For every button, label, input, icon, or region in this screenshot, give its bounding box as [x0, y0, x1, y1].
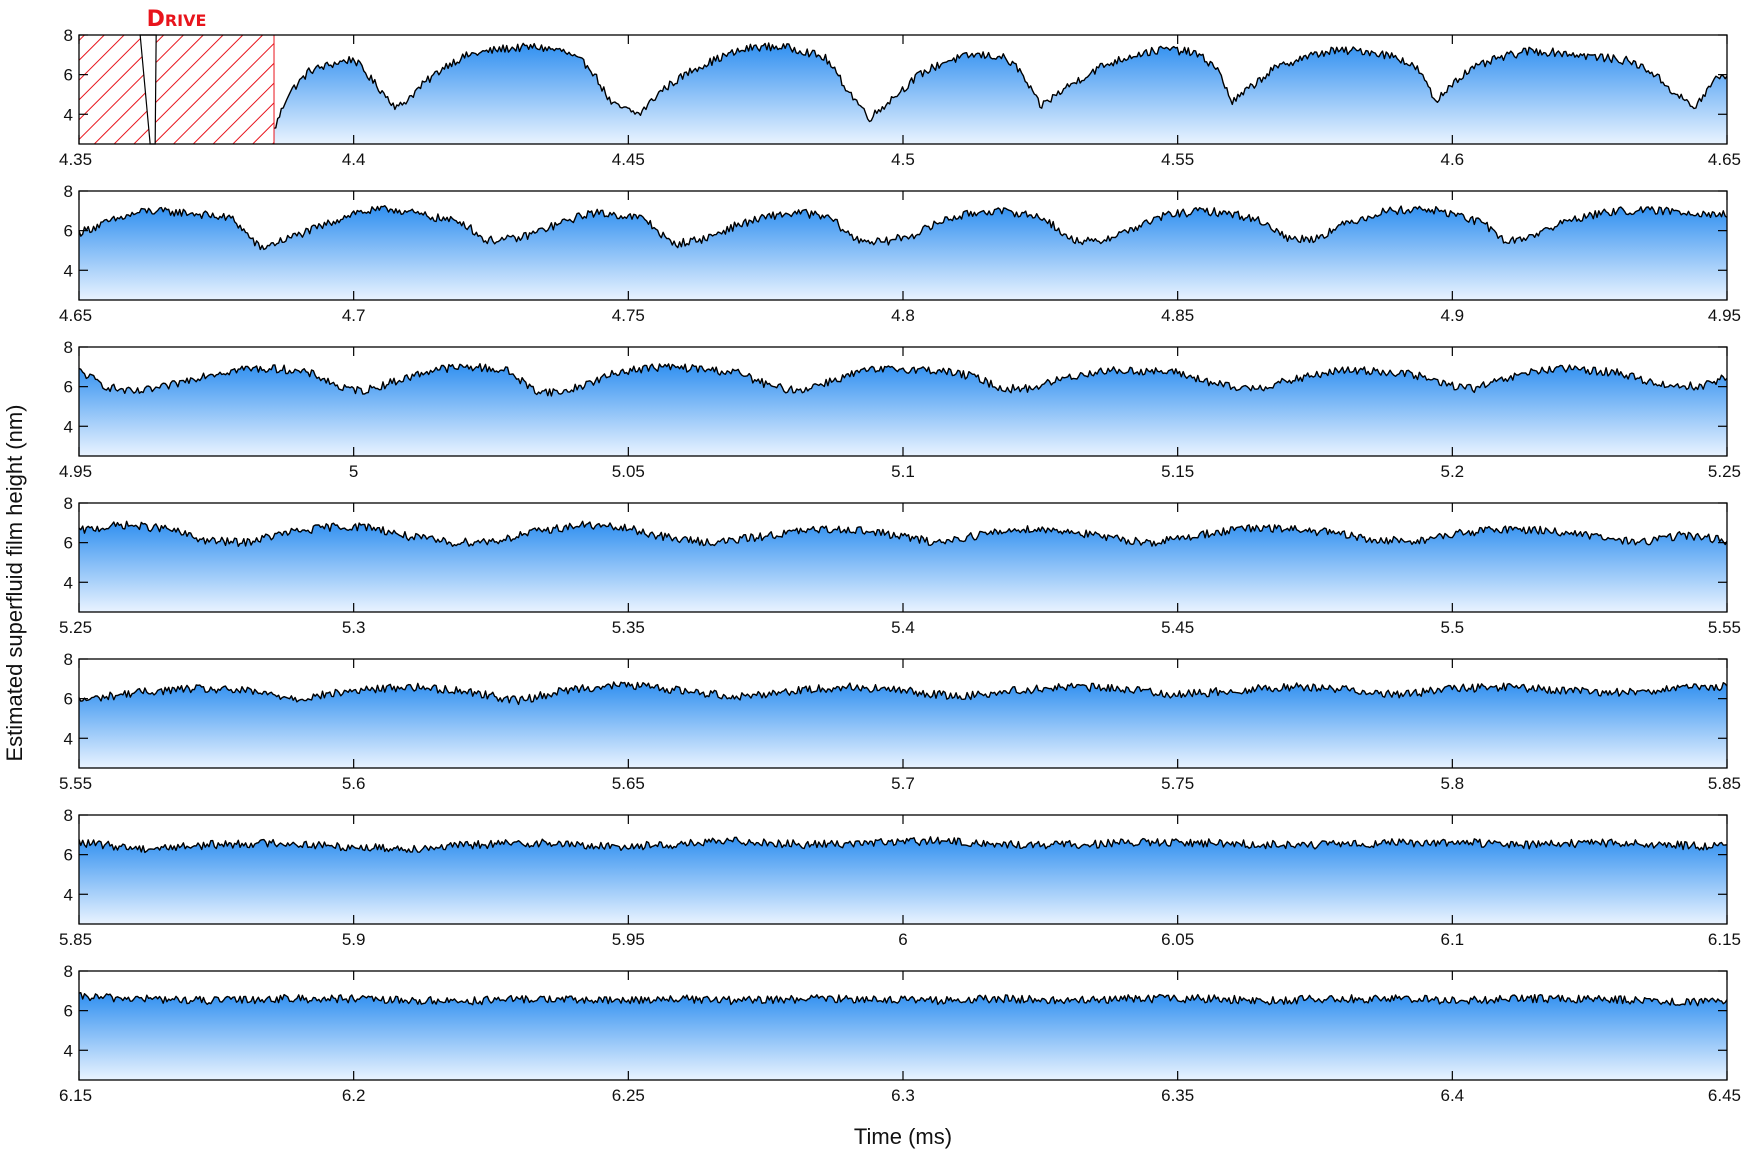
x-tick-label: 4.45	[612, 150, 645, 169]
x-tick-label: 5.55	[1708, 618, 1741, 637]
y-tick-label: 4	[64, 261, 73, 280]
x-tick-label: 5.15	[1161, 462, 1194, 481]
y-tick-label: 4	[64, 1041, 73, 1060]
x-tick-label: 5.7	[891, 774, 915, 793]
panel-5: 4 6 8 5.55 5.6 5.65 5.7 5.75 5.8 5.85	[59, 650, 1741, 793]
series-line	[78, 836, 1728, 854]
series-line	[78, 205, 1728, 251]
x-tick-label: 5.95	[612, 930, 645, 949]
x-tick-label: 4.4	[342, 150, 366, 169]
x-tick-label: 6.45	[1708, 1086, 1741, 1105]
panel-7: 4 6 8 6.15 6.2 6.25 6.3 6.35 6.4 6.45	[59, 962, 1741, 1105]
panel-3: 4 6 8 4.95 5 5.05 5.1 5.15 5.2 5.25	[59, 338, 1741, 481]
panel-2: 4 6 8 4.65 4.7 4.75 4.8 4.85 4.9 4.95	[59, 182, 1741, 325]
x-tick-label: 5.85	[59, 930, 92, 949]
x-tick-label: 4.75	[612, 306, 645, 325]
drive-region	[78, 34, 275, 145]
x-tick-label: 5.4	[891, 618, 915, 637]
x-tick-label: 5.3	[342, 618, 366, 637]
y-tick-label: 8	[64, 962, 73, 981]
series-line	[78, 992, 1728, 1007]
x-axis-title: Time (ms)	[854, 1124, 952, 1149]
series-fill	[79, 992, 1727, 1080]
x-tick-label: 4.95	[59, 462, 92, 481]
panel-4: 4 6 8 5.25 5.3 5.35 5.4 5.45 5.5 5.55	[59, 494, 1741, 637]
x-tick-label: 6.2	[342, 1086, 366, 1105]
series-fill	[79, 836, 1727, 924]
y-tick-label: 8	[64, 338, 73, 357]
series-line	[78, 520, 1728, 547]
x-tick-label: 6.35	[1161, 1086, 1194, 1105]
y-tick-label: 4	[64, 417, 73, 436]
x-tick-label: 5.55	[59, 774, 92, 793]
x-tick-label: 4.9	[1441, 306, 1465, 325]
y-tick-label: 6	[64, 66, 73, 85]
x-tick-label: 4.65	[59, 306, 92, 325]
y-tick-label: 6	[64, 1002, 73, 1021]
y-tick-label: 4	[64, 573, 73, 592]
series-line	[78, 681, 1728, 706]
y-tick-label: 6	[64, 222, 73, 241]
x-tick-label: 5.05	[612, 462, 645, 481]
x-tick-label: 4.65	[1708, 150, 1741, 169]
y-tick-label: 6	[64, 534, 73, 553]
x-tick-label: 5.2	[1441, 462, 1465, 481]
x-tick-label: 5.1	[891, 462, 915, 481]
y-tick-label: 6	[64, 378, 73, 397]
x-tick-label: 6.4	[1441, 1086, 1465, 1105]
x-tick-label: 5.35	[612, 618, 645, 637]
panels: DRIVE 4 6 8 4.35 4.4 4.45 4.5 4.55 4.6 4.65 4 6 8 4.65…	[59, 7, 1741, 1105]
x-tick-label: 4.7	[342, 306, 366, 325]
series-fill	[79, 682, 1727, 768]
y-tick-label: 8	[64, 650, 73, 669]
series-fill	[79, 521, 1727, 612]
y-tick-label: 4	[64, 729, 73, 748]
x-tick-label: 4.35	[59, 150, 92, 169]
x-tick-label: 5	[349, 462, 358, 481]
x-tick-label: 4.85	[1161, 306, 1194, 325]
x-tick-label: 6.25	[612, 1086, 645, 1105]
y-tick-label: 8	[64, 494, 73, 513]
x-tick-label: 6.15	[59, 1086, 92, 1105]
y-tick-label: 8	[64, 26, 73, 45]
x-tick-label: 6.1	[1441, 930, 1465, 949]
x-tick-label: 4.8	[891, 306, 915, 325]
x-tick-label: 5.6	[342, 774, 366, 793]
x-tick-label: 5.5	[1441, 618, 1465, 637]
x-tick-label: 6.15	[1708, 930, 1741, 949]
x-tick-label: 4.55	[1161, 150, 1194, 169]
panel-6: 4 6 8 5.85 5.9 5.95 6 6.05 6.1 6.15	[59, 806, 1741, 949]
y-tick-label: 4	[64, 885, 73, 904]
y-tick-label: 8	[64, 182, 73, 201]
x-tick-label: 6	[898, 930, 907, 949]
series-fill	[79, 363, 1727, 456]
y-axis-title: Estimated superfluid film height (nm)	[2, 404, 27, 761]
x-tick-label: 5.85	[1708, 774, 1741, 793]
x-tick-label: 5.45	[1161, 618, 1194, 637]
x-tick-label: 5.65	[612, 774, 645, 793]
drive-label: DRIVE	[147, 7, 207, 32]
series-line	[273, 42, 1728, 129]
series-line	[78, 363, 1728, 397]
x-tick-label: 4.5	[891, 150, 915, 169]
series-fill	[274, 43, 1727, 144]
x-tick-label: 6.05	[1161, 930, 1194, 949]
y-tick-label: 8	[64, 806, 73, 825]
x-tick-label: 5.9	[342, 930, 366, 949]
x-tick-label: 4.6	[1441, 150, 1465, 169]
y-tick-label: 4	[64, 105, 73, 124]
x-tick-label: 5.25	[59, 618, 92, 637]
x-tick-label: 5.8	[1441, 774, 1465, 793]
y-tick-label: 6	[64, 690, 73, 709]
x-tick-label: 6.3	[891, 1086, 915, 1105]
x-tick-label: 5.75	[1161, 774, 1194, 793]
panel-1: DRIVE 4 6 8 4.35 4.4 4.45 4.5 4.55 4.6 4.65	[59, 7, 1741, 169]
x-tick-label: 4.95	[1708, 306, 1741, 325]
y-tick-label: 6	[64, 846, 73, 865]
series-fill	[79, 205, 1727, 300]
x-tick-label: 5.25	[1708, 462, 1741, 481]
